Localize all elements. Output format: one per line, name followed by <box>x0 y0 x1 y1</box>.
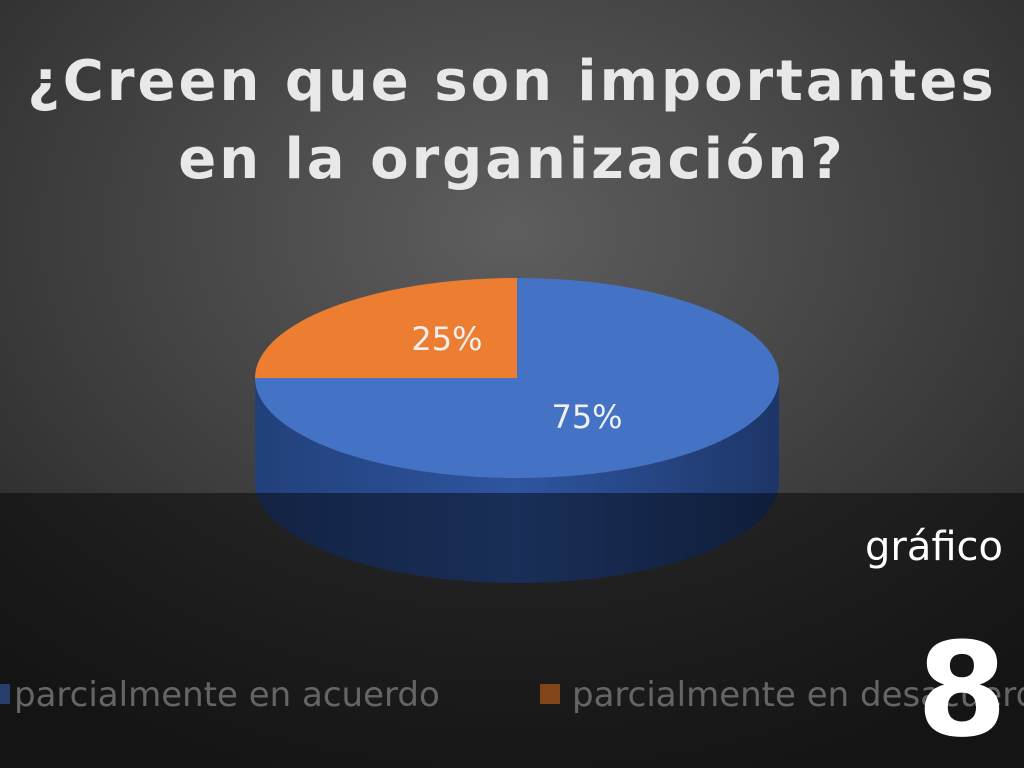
slide-number: 8 <box>917 614 1007 766</box>
legend-swatch <box>0 684 10 704</box>
caption: gráfico <box>865 524 1003 570</box>
chart-title-line: ¿Creen que son importantes <box>27 49 996 114</box>
caption-band <box>0 493 1024 768</box>
pie-slice <box>255 278 517 378</box>
chart-title: ¿Creen que son importantes en la organiza… <box>27 49 996 192</box>
data-label: 25% <box>411 320 482 358</box>
legend: parcialmente en acuerdo parcialmente en d… <box>0 675 1024 715</box>
pie-side <box>255 378 779 583</box>
chart-title-line: en la organización? <box>178 127 845 192</box>
legend-label: parcialmente en acuerdo <box>14 675 440 715</box>
legend-swatch <box>540 684 560 704</box>
legend-label: parcialmente en desacuerdo <box>572 675 1024 715</box>
pie: 75% 25% <box>255 278 779 583</box>
data-label: 75% <box>551 398 622 436</box>
